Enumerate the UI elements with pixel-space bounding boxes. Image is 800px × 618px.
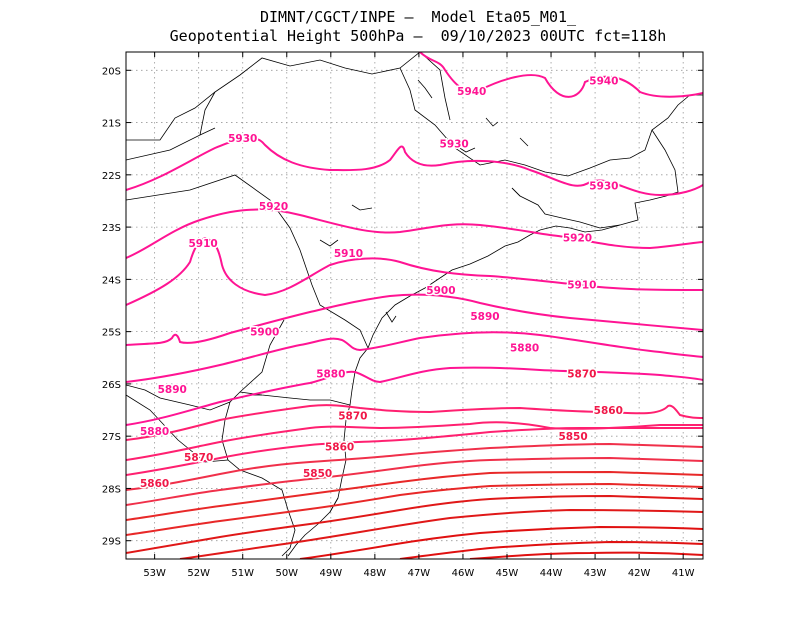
contour-line: [126, 470, 703, 521]
lon-tick-label: 45W: [496, 568, 519, 579]
contour-line: [126, 456, 703, 506]
lon-tick-label: 42W: [628, 568, 651, 579]
contour-line: [126, 208, 703, 259]
contour-label: 5930: [589, 180, 618, 192]
contour-label: 5920: [259, 201, 288, 213]
contour-label: 5880: [510, 342, 539, 354]
contour-label: 5880: [316, 368, 345, 380]
lat-tick-label: 25S: [102, 328, 121, 339]
contour-label: 5850: [303, 468, 332, 480]
contour-line: [126, 366, 703, 426]
lat-tick-label: 20S: [102, 66, 121, 77]
contour-line: [126, 494, 703, 554]
lon-tick-label: 41W: [672, 568, 695, 579]
map-title-line2: Geopotential Height 500hPa — 09/10/2023 …: [169, 27, 667, 45]
lat-tick-label: 26S: [102, 380, 121, 391]
contour-line: [126, 421, 703, 461]
contour-label: 5890: [470, 311, 499, 323]
contour-label: 5930: [228, 133, 257, 145]
contour-line: [179, 508, 703, 559]
lon-tick-label: 52W: [187, 568, 210, 579]
lon-tick-label: 51W: [231, 568, 254, 579]
contour-label: 5850: [558, 431, 587, 443]
lon-tick-label: 49W: [320, 568, 343, 579]
contour-label: 5910: [567, 280, 596, 292]
contour-line: [299, 525, 703, 559]
map-title-line1: DIMNT/CGCT/INPE — Model Eta05_M01_: [259, 8, 577, 26]
lat-tick-label: 23S: [102, 223, 121, 234]
map-grid: [126, 52, 703, 559]
lon-tick-label: 48W: [364, 568, 387, 579]
map-frame: [125, 51, 704, 560]
contour-label: 5890: [158, 384, 187, 396]
coastline-and-borders: [126, 52, 703, 557]
lon-tick-label: 44W: [540, 568, 563, 579]
lon-tick-label: 53W: [143, 568, 166, 579]
lat-tick-label: 24S: [102, 275, 121, 286]
lat-tick-label: 29S: [102, 537, 121, 548]
lon-tick-label: 50W: [275, 568, 298, 579]
axis-ticks: 20S 21S 22S 23S 24S 25S 26S 27S 28S 29S 53W 52W 51W 5…: [102, 52, 703, 579]
contour-line: [126, 442, 703, 491]
lat-tick-label: 27S: [102, 432, 121, 443]
contour-line: [399, 540, 703, 559]
contour-label: 5910: [188, 238, 217, 250]
contour-label: 5920: [563, 233, 592, 245]
contour-line: [469, 551, 703, 559]
contour-labels: 5940 5940 5930 5930 5930 5920 5920 5910 5910 5910…: [139, 74, 625, 491]
contour-label: 5910: [334, 248, 363, 260]
contour-label: 5940: [589, 76, 618, 88]
contour-label: 5940: [457, 86, 486, 98]
lon-tick-label: 43W: [584, 568, 607, 579]
contour-label: 5860: [594, 405, 623, 417]
contour-label: 5870: [184, 452, 213, 464]
contour-label: 5870: [567, 368, 596, 380]
contour-line: [126, 136, 703, 197]
lat-tick-label: 22S: [102, 171, 121, 182]
contour-line: [126, 404, 703, 441]
contour-label: 5930: [440, 138, 469, 150]
contour-label: 5880: [140, 426, 169, 438]
contour-label: 5900: [250, 327, 279, 339]
contour-label: 5900: [426, 285, 455, 297]
contour-line: [419, 52, 703, 98]
contour-line: [126, 293, 703, 346]
contour-label: 5870: [338, 410, 367, 422]
contour-line: [126, 426, 703, 476]
height-contours: [126, 52, 703, 559]
contour-line: [126, 482, 703, 536]
lat-tick-label: 21S: [102, 119, 121, 130]
lon-tick-label: 47W: [408, 568, 431, 579]
contour-line: [126, 331, 703, 383]
contour-label: 5860: [325, 442, 354, 454]
contour-label: 5860: [140, 478, 169, 490]
lon-tick-label: 46W: [452, 568, 475, 579]
contour-line: [126, 236, 703, 306]
lat-tick-label: 28S: [102, 484, 121, 495]
